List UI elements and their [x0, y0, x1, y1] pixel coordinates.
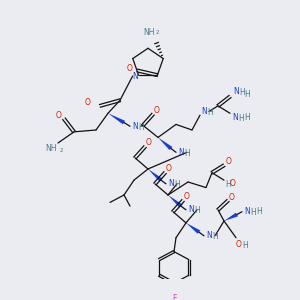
Text: H: H	[238, 114, 244, 123]
Text: N: N	[233, 87, 239, 96]
Text: N: N	[178, 148, 184, 157]
Text: O: O	[85, 98, 91, 106]
Text: O: O	[166, 164, 172, 173]
Text: H: H	[212, 232, 218, 241]
Text: O: O	[146, 139, 152, 148]
Text: N: N	[244, 207, 250, 216]
Text: H: H	[138, 123, 144, 132]
Text: H: H	[174, 180, 180, 189]
Text: H: H	[207, 108, 213, 117]
Polygon shape	[168, 195, 182, 208]
Text: O: O	[236, 240, 242, 249]
Text: 2: 2	[59, 148, 63, 153]
Text: N: N	[206, 231, 212, 240]
Text: H: H	[225, 180, 231, 189]
Text: H: H	[184, 149, 190, 158]
Text: H: H	[244, 90, 250, 99]
Text: N: N	[188, 205, 194, 214]
Text: H: H	[250, 208, 256, 217]
Text: H: H	[244, 113, 250, 122]
Text: N: N	[232, 113, 238, 122]
Text: F: F	[172, 295, 176, 300]
Text: O: O	[184, 192, 190, 201]
Text: O: O	[229, 193, 235, 202]
Polygon shape	[148, 169, 163, 182]
Text: NH: NH	[143, 28, 155, 37]
Text: H: H	[242, 241, 248, 250]
Text: O: O	[154, 106, 160, 115]
Text: N: N	[168, 179, 174, 188]
Polygon shape	[186, 223, 200, 234]
Text: O: O	[127, 64, 132, 73]
Text: N: N	[133, 72, 139, 81]
Text: N: N	[132, 122, 138, 131]
Text: O: O	[226, 157, 232, 166]
Polygon shape	[108, 113, 125, 124]
Text: O: O	[230, 179, 236, 188]
Text: NH: NH	[45, 144, 57, 153]
Text: H: H	[256, 207, 262, 216]
Text: H: H	[194, 206, 200, 215]
Polygon shape	[158, 137, 172, 150]
Text: N: N	[201, 107, 207, 116]
Polygon shape	[224, 213, 238, 221]
Text: H: H	[239, 88, 245, 98]
Text: O: O	[56, 111, 62, 120]
Text: 2: 2	[155, 30, 159, 35]
